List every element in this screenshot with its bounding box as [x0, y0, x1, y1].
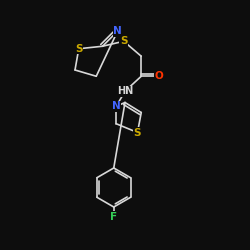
Text: S: S — [120, 36, 128, 46]
Text: N: N — [113, 26, 122, 36]
Text: O: O — [154, 71, 163, 81]
Text: F: F — [110, 212, 117, 222]
Text: N: N — [112, 101, 121, 111]
Text: HN: HN — [117, 86, 133, 96]
Text: S: S — [134, 128, 141, 138]
Text: S: S — [75, 44, 82, 54]
